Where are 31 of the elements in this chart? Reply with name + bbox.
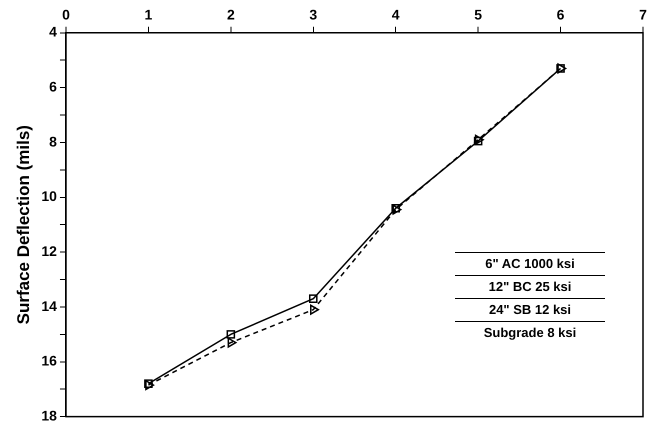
x-tick-label: 1: [144, 6, 153, 22]
y-tick-label: 6: [49, 78, 58, 94]
x-tick-label: 6: [556, 6, 565, 22]
y-axis-title: Surface Deflection (mils): [14, 125, 33, 324]
y-tick-label: 8: [49, 133, 58, 150]
point: [474, 136, 482, 146]
y-tick-label: 14: [41, 298, 58, 314]
annotation: Subgrade 8 ksi: [455, 321, 605, 344]
point: [145, 380, 154, 390]
x-tick-label: 5: [474, 6, 482, 22]
x-tick-label: 2: [226, 6, 235, 22]
x-tick-label: 3: [309, 6, 318, 22]
point: [474, 134, 484, 145]
point: [228, 338, 237, 348]
x-tick-label: 4: [392, 6, 400, 22]
point: [226, 330, 236, 339]
point: [310, 304, 320, 315]
annotation: 24" SB 12 ksi: [455, 298, 605, 321]
point: [308, 294, 318, 304]
annotation: 12" BC 25 ksi: [455, 275, 605, 298]
point: [392, 204, 402, 215]
point: [144, 379, 153, 388]
y-tick-label: 16: [41, 352, 58, 369]
x-tick-label: 7: [639, 6, 648, 22]
y-tick-label: 10: [41, 188, 58, 204]
point: [391, 204, 400, 213]
y-tick-label: 12: [41, 242, 58, 259]
x-tick-label: 0: [62, 6, 70, 22]
annotation: 6" AC 1000 ksi: [455, 252, 605, 275]
y-tick-label: 4: [49, 24, 58, 40]
y-tick-label: 18: [41, 407, 58, 424]
